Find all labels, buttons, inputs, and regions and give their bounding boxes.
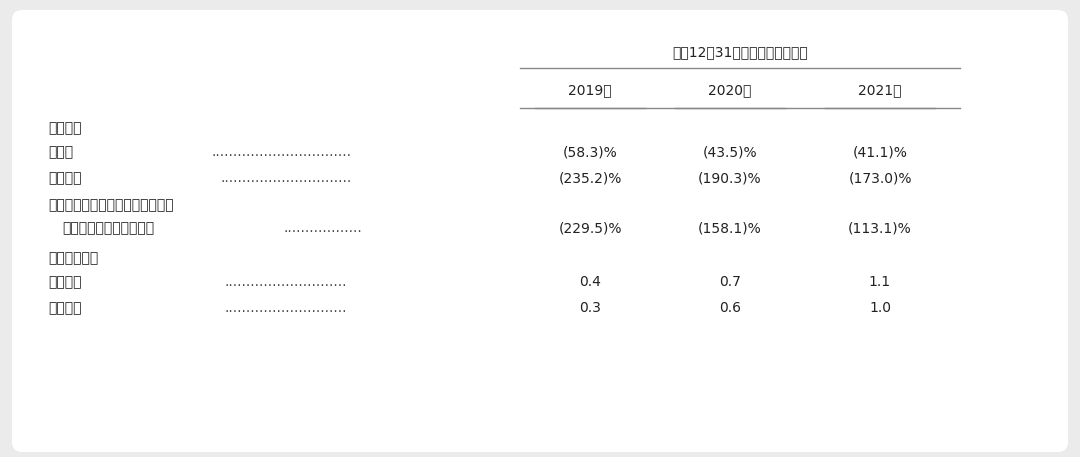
Text: 0.3: 0.3 [579,301,600,315]
Text: 2021年: 2021年 [859,83,902,97]
Text: 2019年: 2019年 [568,83,611,97]
Text: 盈利比率: 盈利比率 [48,121,81,135]
Text: ................................: ................................ [212,145,352,159]
Text: 淨虧損率: 淨虧損率 [48,171,81,185]
Text: 0.6: 0.6 [719,301,741,315]
Text: ............................: ............................ [225,275,348,289]
Text: 速動比率: 速動比率 [48,301,81,315]
Text: ............................: ............................ [225,301,348,315]
Text: (190.3)%: (190.3)% [698,171,761,185]
Text: 截至12月31日及截至該日止年度: 截至12月31日及截至該日止年度 [672,45,808,59]
Text: (58.3)%: (58.3)% [563,145,618,159]
Text: ..................: .................. [283,221,362,235]
Text: (41.1)%: (41.1)% [852,145,907,159]
Text: 1.1: 1.1 [869,275,891,289]
Text: 流動比率: 流動比率 [48,275,81,289]
Text: 毛損率: 毛損率 [48,145,73,159]
Text: (113.1)%: (113.1)% [848,221,912,235]
Text: 2020年: 2020年 [708,83,752,97]
FancyBboxPatch shape [12,10,1068,452]
Text: 準則）（未經審計）: 準則）（未經審計） [62,221,154,235]
Text: 0.4: 0.4 [579,275,600,289]
Text: (229.5)%: (229.5)% [558,221,622,235]
Text: (235.2)%: (235.2)% [558,171,622,185]
Text: (43.5)%: (43.5)% [703,145,757,159]
Text: 經調整淨虧損率（非香港財務報告: 經調整淨虧損率（非香港財務報告 [48,198,174,212]
Text: 流動資金比率: 流動資金比率 [48,251,98,265]
Text: (158.1)%: (158.1)% [698,221,761,235]
Text: (173.0)%: (173.0)% [848,171,912,185]
Text: 0.7: 0.7 [719,275,741,289]
Text: 1.0: 1.0 [869,301,891,315]
Text: ..............................: .............................. [220,171,352,185]
